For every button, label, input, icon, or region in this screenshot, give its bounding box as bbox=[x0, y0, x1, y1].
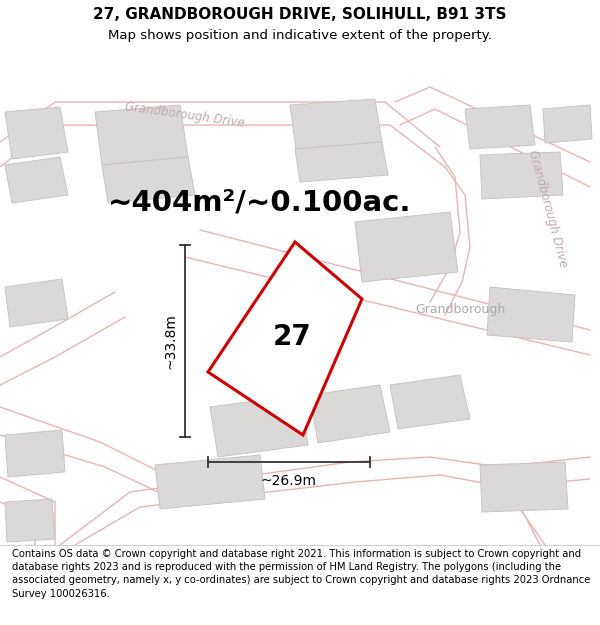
Polygon shape bbox=[208, 242, 362, 435]
Polygon shape bbox=[480, 462, 568, 512]
Polygon shape bbox=[5, 107, 68, 159]
Polygon shape bbox=[5, 430, 65, 477]
Polygon shape bbox=[310, 385, 390, 443]
Text: 27: 27 bbox=[272, 323, 311, 351]
Polygon shape bbox=[210, 395, 308, 457]
Text: ~404m²/~0.100ac.: ~404m²/~0.100ac. bbox=[108, 188, 412, 216]
Polygon shape bbox=[155, 455, 265, 509]
Polygon shape bbox=[480, 152, 563, 199]
Polygon shape bbox=[290, 99, 382, 149]
Polygon shape bbox=[95, 105, 188, 165]
Polygon shape bbox=[390, 375, 470, 429]
Polygon shape bbox=[543, 105, 592, 143]
Polygon shape bbox=[5, 279, 68, 327]
Polygon shape bbox=[487, 287, 575, 342]
Polygon shape bbox=[465, 105, 535, 149]
Polygon shape bbox=[5, 157, 68, 203]
Text: Map shows position and indicative extent of the property.: Map shows position and indicative extent… bbox=[108, 29, 492, 42]
Text: Contains OS data © Crown copyright and database right 2021. This information is : Contains OS data © Crown copyright and d… bbox=[12, 549, 590, 599]
Text: Grandborough: Grandborough bbox=[415, 302, 505, 316]
Text: Grandborough Drive: Grandborough Drive bbox=[526, 149, 570, 269]
Polygon shape bbox=[295, 142, 388, 182]
Polygon shape bbox=[355, 212, 458, 282]
Text: ~33.8m: ~33.8m bbox=[163, 313, 177, 369]
Text: 27, GRANDBOROUGH DRIVE, SOLIHULL, B91 3TS: 27, GRANDBOROUGH DRIVE, SOLIHULL, B91 3T… bbox=[93, 7, 507, 22]
Text: Grandborough Drive: Grandborough Drive bbox=[124, 100, 245, 130]
Text: ~26.9m: ~26.9m bbox=[261, 474, 317, 488]
Polygon shape bbox=[5, 499, 55, 542]
Polygon shape bbox=[102, 157, 195, 203]
